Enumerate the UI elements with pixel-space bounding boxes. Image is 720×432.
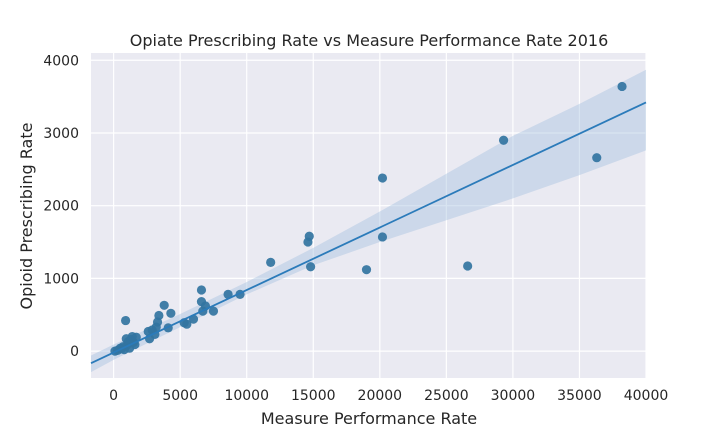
y-tick-labels: 0 1000 2000 3000 4000	[43, 53, 79, 360]
x-tick-label: 30000	[491, 388, 536, 404]
data-point	[592, 153, 602, 163]
data-point	[361, 265, 372, 275]
x-tick-label: 20000	[358, 388, 403, 404]
data-point	[121, 315, 131, 326]
data-point	[377, 173, 388, 183]
data-point	[463, 261, 473, 271]
y-tick-label: 4000	[43, 53, 79, 69]
data-point	[166, 308, 176, 318]
data-point	[223, 289, 233, 299]
data-point	[182, 319, 192, 329]
data-point	[304, 231, 314, 241]
grid-lines	[91, 53, 647, 378]
y-tick-label: 1000	[43, 271, 79, 287]
data-point	[498, 135, 509, 145]
data-point	[617, 81, 627, 92]
x-axis-label: Measure Performance Rate	[261, 409, 477, 428]
y-tick-label: 3000	[43, 126, 79, 142]
chart-title: Opiate Prescribing Rate vs Measure Perfo…	[130, 31, 609, 50]
x-tick-labels: 0 5000 10000 15000 20000 25000 30000 35000 40000	[109, 388, 668, 404]
x-tick-label: 25000	[424, 388, 469, 404]
x-tick-label: 5000	[162, 388, 198, 404]
data-point	[377, 232, 388, 242]
data-point	[266, 257, 276, 267]
data-point	[159, 300, 169, 310]
data-point	[154, 310, 164, 321]
regression-line	[90, 101, 647, 364]
x-tick-label: 10000	[224, 388, 269, 404]
y-tick-label: 0	[70, 344, 79, 360]
data-point	[208, 306, 219, 316]
data-point	[196, 285, 207, 295]
data-point	[131, 332, 141, 342]
x-tick-label: 35000	[557, 388, 602, 404]
x-tick-label: 15000	[291, 388, 336, 404]
x-tick-label: 0	[109, 388, 118, 404]
regression-line-group	[90, 101, 647, 364]
y-axis-label: Opioid Prescribing Rate	[17, 123, 36, 310]
x-tick-label: 40000	[624, 388, 669, 404]
y-tick-label: 2000	[43, 199, 79, 215]
data-point	[306, 262, 316, 272]
